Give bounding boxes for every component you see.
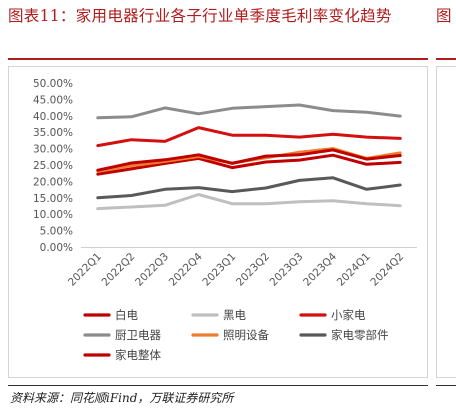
series-line-baidian	[96, 153, 402, 176]
series-line-chuwei	[96, 103, 402, 120]
chart-title: 图表11：家用电器行业各子行业单季度毛利率变化趋势	[8, 7, 392, 25]
y-tick-label: 35.00%	[33, 127, 73, 139]
adjacent-source-rule	[436, 385, 456, 386]
x-tick-label: 2023Q1	[200, 251, 238, 289]
legend-label-chuwei: 厨卫电器	[115, 328, 161, 342]
legend-label-zhaoming: 照明设备	[223, 328, 269, 342]
series-line-lingbujian	[96, 176, 402, 200]
adjacent-chart-title-fragment: 图	[436, 7, 452, 25]
legend-label-baidian: 白电	[115, 308, 138, 322]
series-line-xiaojiadian	[96, 126, 402, 148]
y-tick-label: 45.00%	[33, 94, 73, 106]
y-tick-label: 20.00%	[33, 176, 73, 188]
source-note: 资料来源：同花顺iFind，万联证券研究所	[10, 391, 234, 405]
y-tick-label: 0.00%	[40, 242, 73, 254]
x-tick-label: 2023Q3	[268, 251, 306, 289]
x-tick-label: 2022Q4	[167, 250, 205, 288]
adjacent-chart-frame	[436, 66, 456, 378]
y-tick-label: 50.00%	[33, 78, 73, 90]
adjacent-title-underline	[436, 58, 456, 60]
line-chart: 0.00% 5.00% 10.00% 15.00% 20.00% 25.00% 30.00%…	[33, 78, 417, 362]
y-tick-label: 15.00%	[33, 193, 73, 205]
x-tick-label: 2023Q4	[301, 250, 339, 288]
chart-frame: 0.00% 5.00% 10.00% 15.00% 20.00% 25.00% 30.00%…	[8, 66, 428, 378]
legend-label-xiaojiadian: 小家电	[331, 308, 366, 322]
x-tick-label: 2024Q2	[368, 251, 406, 289]
series-line-zhengti	[96, 148, 402, 172]
x-tick-label: 2022Q2	[100, 251, 138, 289]
y-tick-label: 25.00%	[33, 160, 73, 172]
y-tick-label: 40.00%	[33, 111, 73, 123]
legend-label-lingbujian: 家电零部件	[331, 328, 389, 342]
series-line-heidian	[96, 193, 402, 211]
source-rule	[8, 385, 428, 386]
y-tick-label: 30.00%	[33, 144, 73, 156]
legend-label-heidian: 黑电	[223, 308, 246, 322]
x-tick-label: 2024Q1	[335, 251, 373, 289]
x-tick-label: 2022Q1	[66, 251, 104, 289]
y-tick-label: 10.00%	[33, 209, 73, 221]
title-underline	[8, 58, 428, 60]
y-tick-label: 5.00%	[40, 226, 73, 238]
legend-label-zhengti: 家电整体	[115, 348, 161, 362]
x-tick-label: 2023Q2	[234, 251, 272, 289]
x-tick-label: 2022Q3	[133, 251, 171, 289]
